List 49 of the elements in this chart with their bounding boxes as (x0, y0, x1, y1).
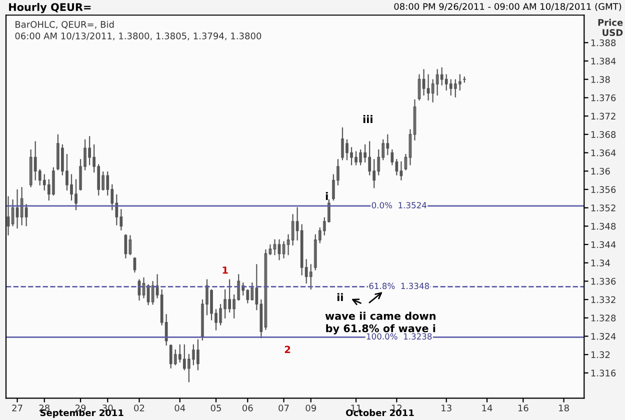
y-tick-label: 1.376 (591, 94, 616, 102)
y-tick-label: 1.38 (591, 76, 610, 83)
annotation: 1 (222, 266, 228, 274)
x-tick-label: 05 (210, 404, 221, 412)
x-tick-label: 14 (482, 404, 492, 412)
y-tick-label: 1.32 (591, 351, 610, 358)
x-tick-label: 16 (518, 404, 528, 412)
y-tick-label: 1.34 (591, 260, 610, 266)
y-tick-label: 1.328 (591, 314, 616, 322)
x-tick-label: 28 (39, 404, 50, 412)
annotation: BarOHLC, QEUR=, Bid (16, 20, 114, 29)
text: October 2011 (346, 409, 414, 416)
y-tick-label: 1.316 (591, 370, 616, 376)
candlestick (463, 76, 466, 83)
x-tick-label: 04 (174, 404, 186, 412)
y-tick-label: 1.364 (591, 149, 616, 156)
annotation: 06:00 AM 10/13/2011, 1.3800, 1.3805, 1.3794, 1.3800 (15, 32, 262, 40)
ref-line-label: 61.8% 1.3348 (369, 282, 430, 290)
y-axis-title: Price USD (598, 18, 623, 36)
x-tick-label: 18 (559, 404, 569, 412)
x-tick-label: 06 (242, 404, 253, 412)
ref-line-label: 100.0% 1.3238 (366, 333, 432, 340)
y-tick-label: 1.384 (591, 58, 616, 65)
x-tick-label: 29 (75, 404, 86, 412)
annotation: iii (363, 115, 372, 123)
ref-line-label: 0.0% 1.3524 (372, 202, 426, 208)
y-tick-label: 1.348 (591, 222, 616, 230)
y-tick-label: 1.344 (591, 241, 616, 248)
y-tick-label: 1.36 (591, 168, 610, 175)
text: September 2011 (40, 409, 124, 418)
y-tick-label: 1.388 (591, 39, 616, 46)
annotation: ii (337, 293, 343, 302)
annotation: i (326, 192, 328, 200)
x-tick-label: 07 (278, 404, 289, 412)
y-tick-label: 1.368 (591, 131, 616, 138)
y-tick-label: 1.324 (591, 332, 616, 340)
x-tick-label: 13 (442, 404, 452, 412)
x-tick-label: 09 (306, 404, 316, 412)
y-tick-label: 1.372 (591, 112, 616, 120)
annotation: wave ii came down by 61.8% of wave i (325, 312, 436, 334)
y-tick-label: 1.352 (591, 204, 616, 212)
y-tick-label: 1.356 (591, 186, 616, 193)
chart-title: Hourly QEUR= (9, 2, 91, 14)
y-tick-label: 1.336 (591, 278, 616, 285)
x-tick-label: 27 (12, 404, 22, 412)
annotation: 2 (284, 346, 290, 353)
y-tick-label: 1.332 (591, 296, 616, 304)
x-tick-label: 02 (134, 404, 144, 412)
chart-subtitle: 08:00 PM 9/26/2011 - 09:00 AM 10/18/2011 (GMT) (394, 2, 622, 11)
